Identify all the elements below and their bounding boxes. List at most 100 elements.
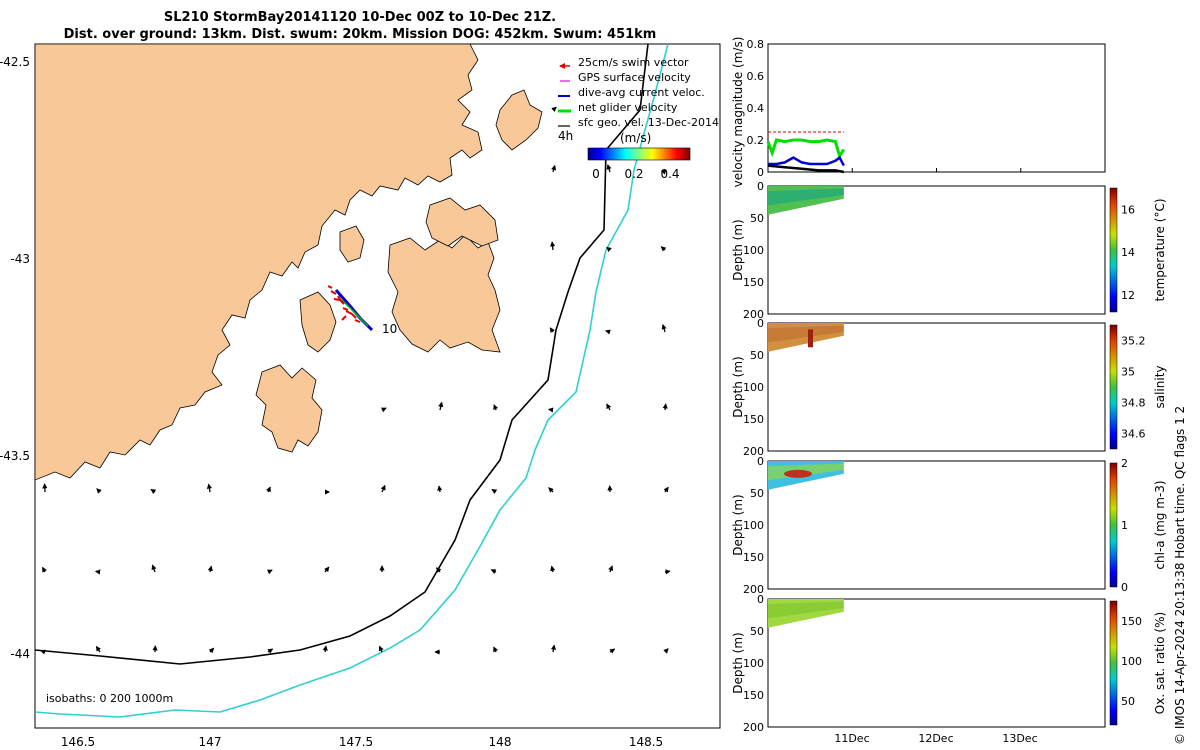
map-legend: 25cm/s swim vector GPS surface velocity … xyxy=(558,56,719,181)
sfc-vector-6 xyxy=(660,246,667,252)
isobath-note: isobaths: 0 200 1000m xyxy=(46,692,173,705)
isobath-1000m xyxy=(35,44,669,718)
glider-label: 10 xyxy=(382,322,397,336)
legend-item-dive-avg: dive-avg current veloc. xyxy=(558,86,705,99)
depth-ytick-3-1: 50 xyxy=(750,487,764,500)
sfc-vector-40 xyxy=(40,649,46,655)
depth-ytick-1-4: 200 xyxy=(743,308,764,321)
map-y-tick-1: -43 xyxy=(10,252,30,266)
depth-ytick-4-3: 150 xyxy=(743,689,764,702)
depth-axes-3 xyxy=(767,460,1106,590)
velocity-ytick-1: 0.2 xyxy=(747,134,765,147)
map-panel: 146.5 147 147.5 148 148.5 -42.5 -43 -43.… xyxy=(0,43,721,749)
sfc-vector-13 xyxy=(547,407,554,413)
colorbar-unit: (m/s) xyxy=(620,131,651,145)
colorbar-tick-3-2: 2 xyxy=(1121,457,1128,470)
depth-ytick-2-2: 100 xyxy=(743,381,764,394)
colorbar-tick-1-1: 14 xyxy=(1121,246,1135,259)
section-band-4 xyxy=(768,601,844,619)
imos-credit: © IMOS 14-Apr-2024 20:13:38 Hobart time.… xyxy=(1173,406,1187,745)
day-tick-13dec: 13Dec xyxy=(1002,732,1037,745)
depth-ylabel-4: Depth (m) xyxy=(731,632,745,693)
sfc-vector-3 xyxy=(660,169,667,175)
depth-ytick-4-1: 50 xyxy=(750,625,764,638)
colorbar-tick-2-3: 35.2 xyxy=(1121,335,1146,348)
sfc-vector-20 xyxy=(266,486,271,493)
legend-item-gps: GPS surface velocity xyxy=(560,71,691,84)
depth-ytick-3-4: 200 xyxy=(743,583,764,596)
depth-axes-4 xyxy=(767,598,1106,728)
sfc-vector-1 xyxy=(551,164,557,173)
section-band-2 xyxy=(768,325,844,343)
sfc-vector-24 xyxy=(491,488,498,495)
legend-label-gps: GPS surface velocity xyxy=(578,71,691,84)
day-tick-12dec: 12Dec xyxy=(918,732,953,745)
velocity-panel: velocity magnitude (m/s) 0 0.2 0.4 0.6 0… xyxy=(731,37,1106,187)
sfc-vector-18 xyxy=(150,488,157,495)
sfc-vector-23 xyxy=(437,485,443,493)
legend-item-sfc: sfc geo. vel. 13-Dec-2014 xyxy=(558,116,719,129)
sfc-vector-19 xyxy=(206,483,212,493)
sfc-vector-46 xyxy=(378,645,384,653)
map-x-tick-0: 146.5 xyxy=(61,735,95,749)
sfc-vector-8 xyxy=(605,329,611,335)
day-tick-11dec: 11Dec xyxy=(834,732,869,745)
colorbar-tick-4-0: 50 xyxy=(1121,695,1135,708)
legend-4h: 4h xyxy=(558,129,573,143)
sfc-vector-35 xyxy=(436,567,442,573)
velocity-axes xyxy=(767,43,1106,173)
colorbar-label-4: Ox. sat. ratio (%) xyxy=(1153,612,1167,714)
depth-ylabel-3: Depth (m) xyxy=(731,494,745,555)
depth-panel-3: 0 50 100 150 200 Depth (m) 0 1 2 chl-a (mg m-3) xyxy=(731,455,1167,596)
depth-colorbar-2 xyxy=(1109,324,1118,450)
sfc-vector-22 xyxy=(380,484,386,493)
velocity-ytick-0: 0 xyxy=(757,166,764,179)
sfc-vector-44 xyxy=(267,648,274,654)
colorbar-tick-4-2: 150 xyxy=(1121,615,1142,628)
depth-colorbar-4 xyxy=(1109,600,1118,726)
depth-ytick-2-4: 200 xyxy=(743,445,764,458)
plot-title-line1: SL210 StormBay20141120 10-Dec 00Z to 10-… xyxy=(163,10,557,25)
depth-colorbar-1 xyxy=(1109,187,1118,313)
salinity-patch xyxy=(808,329,813,348)
colorbar-tick-1-0: 12 xyxy=(1121,289,1135,302)
forestier-peninsula xyxy=(425,197,499,247)
sfc-vector-28 xyxy=(42,566,47,573)
depth-ytick-2-0: 0 xyxy=(757,317,764,330)
sfc-vector-15 xyxy=(662,403,668,411)
sfc-vector-7 xyxy=(549,327,555,334)
depth-ytick-1-2: 100 xyxy=(743,244,764,257)
legend-label-swim: 25cm/s swim vector xyxy=(578,56,689,69)
depth-ytick-2-3: 150 xyxy=(743,413,764,426)
depth-axes-1 xyxy=(767,185,1106,315)
depth-ytick-4-2: 100 xyxy=(743,657,764,670)
colorbar-tick-3-1: 1 xyxy=(1121,519,1128,532)
tasmania-mainland xyxy=(35,44,483,481)
bruny-island xyxy=(255,364,323,453)
depth-panel-2: 0 50 100 150 200 Depth (m) 34.6 34.8 35 35.2 salin… xyxy=(731,317,1167,458)
derwent-island xyxy=(339,225,365,263)
depth-panel-4: 0 50 100 150 200 Depth (m) 50 100 150 Ox. sat. ra… xyxy=(731,593,1167,734)
sfc-vector-41 xyxy=(95,645,101,653)
sfc-vector-12 xyxy=(493,404,499,411)
sfc-vector-37 xyxy=(550,565,556,573)
colorbar-tick-2-2: 35 xyxy=(1121,366,1135,379)
colorbar-tick-1-2: 16 xyxy=(1121,203,1135,216)
glider-track-red-vectors xyxy=(327,285,361,323)
velocity-series-2 xyxy=(767,164,845,174)
depth-ytick-1-1: 50 xyxy=(750,212,764,225)
sfc-vector-9 xyxy=(661,323,667,333)
sfc-vector-5 xyxy=(606,246,612,253)
velocity-series-0 xyxy=(766,138,846,160)
sfc-vector-43 xyxy=(208,647,215,654)
sfc-vector-32 xyxy=(266,569,273,575)
depth-ytick-3-0: 0 xyxy=(757,455,764,468)
sfc-vector-51 xyxy=(663,648,669,654)
sfc-vector-33 xyxy=(324,566,330,573)
velocity-ytick-4: 0.8 xyxy=(747,38,765,51)
map-x-tick-4: 148.5 xyxy=(629,735,663,749)
sfc-vector-25 xyxy=(548,487,554,493)
glider-track-green xyxy=(341,299,369,327)
